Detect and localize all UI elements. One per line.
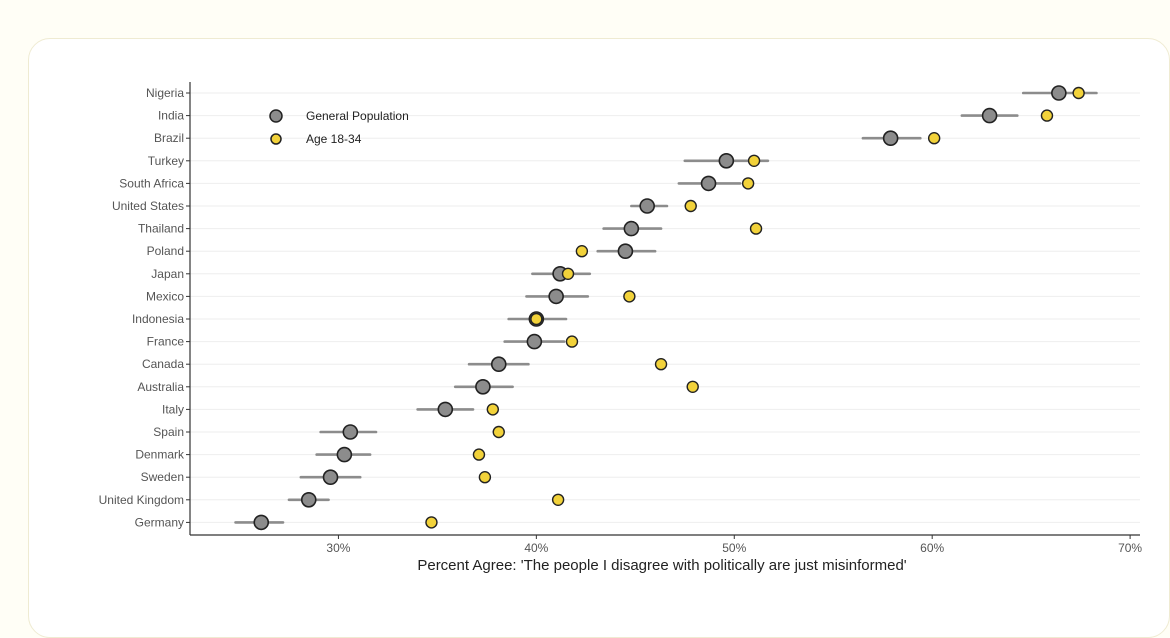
point-general-population-nigeria: [1051, 85, 1067, 101]
y-tick-label-italy: Italy: [162, 402, 184, 416]
y-tick-label-denmark: Denmark: [135, 448, 185, 462]
point-general-population-canada: [490, 356, 507, 373]
legend-marker-general-population: [269, 109, 283, 123]
y-tick-label-turkey: Turkey: [148, 154, 184, 168]
dot-plot-chart: Nigeria India Brazil Turkey South Africa Unit…: [99, 82, 1142, 574]
point-general-population-brazil: [882, 130, 899, 146]
x-axis-title: Percent Agree: 'The people I disagree wi…: [417, 557, 906, 574]
point-age-18-34-brazil: [927, 131, 941, 145]
point-general-population-spain: [342, 424, 359, 440]
y-tick-label-thailand: Thailand: [138, 222, 184, 236]
point-general-population-thailand: [623, 220, 640, 237]
y-tick-label-brazil: Brazil: [154, 131, 184, 145]
y-tick-label-nigeria: Nigeria: [146, 86, 184, 100]
point-general-population-india: [981, 107, 998, 124]
point-general-population-united-states: [639, 198, 655, 214]
point-general-population-germany: [253, 514, 270, 531]
point-general-population-united-kingdom: [300, 491, 317, 508]
axes: [189, 82, 1140, 536]
point-general-population-france: [526, 333, 543, 350]
point-general-population-denmark: [336, 446, 353, 463]
x-tick-label-50: 50%: [722, 541, 746, 555]
legend-marker-age-18-34: [270, 133, 282, 145]
x-tick-label-30: 30%: [326, 541, 350, 555]
y-tick-label-sweden: Sweden: [141, 470, 184, 484]
y-tick-label-india: India: [158, 109, 184, 123]
point-age-18-34-poland: [575, 244, 589, 258]
grid-lines: [186, 92, 1140, 523]
error-bars: [234, 91, 1098, 524]
point-general-population-australia: [475, 378, 491, 395]
point-age-18-34-italy: [486, 403, 500, 416]
y-tick-label-south-africa: South Africa: [119, 176, 184, 190]
point-age-18-34-spain: [492, 425, 505, 439]
point-age-18-34-turkey: [747, 154, 761, 168]
point-age-18-34-united-kingdom: [551, 493, 565, 506]
legend: General Population Age 18-34: [269, 109, 409, 146]
y-tick-label-germany: Germany: [135, 515, 184, 529]
point-general-population-turkey: [718, 153, 735, 169]
data-points: [253, 85, 1085, 531]
legend-label-general-population: General Population: [306, 109, 409, 123]
point-general-population-sweden: [322, 469, 339, 486]
x-tick-label-60: 60%: [920, 541, 944, 555]
point-age-18-34-united-states: [684, 199, 697, 213]
x-tick-labels: 30% 40% 50% 60% 70%: [326, 535, 1142, 555]
point-age-18-34-south-africa: [741, 177, 755, 190]
point-general-population-italy: [437, 401, 454, 418]
y-tick-label-mexico: Mexico: [146, 289, 184, 303]
y-tick-label-france: France: [147, 335, 185, 349]
x-tick-label-70: 70%: [1118, 541, 1142, 555]
point-age-18-34-australia: [686, 380, 699, 393]
point-age-18-34-france: [565, 335, 579, 348]
y-tick-label-united-kingdom: United Kingdom: [99, 493, 184, 507]
point-general-population-poland: [617, 243, 634, 259]
point-age-18-34-mexico: [623, 290, 636, 303]
point-age-18-34-japan: [561, 267, 575, 280]
point-age-18-34-nigeria: [1072, 86, 1085, 100]
y-tick-label-united-states: United States: [112, 199, 184, 213]
point-general-population-mexico: [548, 288, 564, 305]
point-general-population-south-africa: [700, 175, 717, 192]
y-tick-label-poland: Poland: [147, 244, 184, 258]
y-tick-label-japan: Japan: [151, 267, 184, 281]
y-tick-labels: Nigeria India Brazil Turkey South Africa Unit…: [99, 86, 185, 529]
point-age-18-34-germany: [425, 516, 438, 529]
y-tick-label-canada: Canada: [142, 357, 184, 371]
point-age-18-34-sweden: [478, 471, 492, 484]
point-age-18-34-india: [1040, 109, 1054, 122]
point-age-18-34-canada: [654, 358, 668, 371]
x-tick-label-40: 40%: [524, 541, 548, 555]
point-age-18-34-denmark: [472, 448, 486, 461]
point-age-18-34-thailand: [749, 222, 763, 235]
y-tick-label-spain: Spain: [153, 425, 184, 439]
point-age-18-34-indonesia: [530, 312, 543, 326]
legend-label-age-18-34: Age 18-34: [306, 132, 362, 146]
y-tick-label-australia: Australia: [137, 380, 184, 394]
y-tick-label-indonesia: Indonesia: [132, 312, 184, 326]
